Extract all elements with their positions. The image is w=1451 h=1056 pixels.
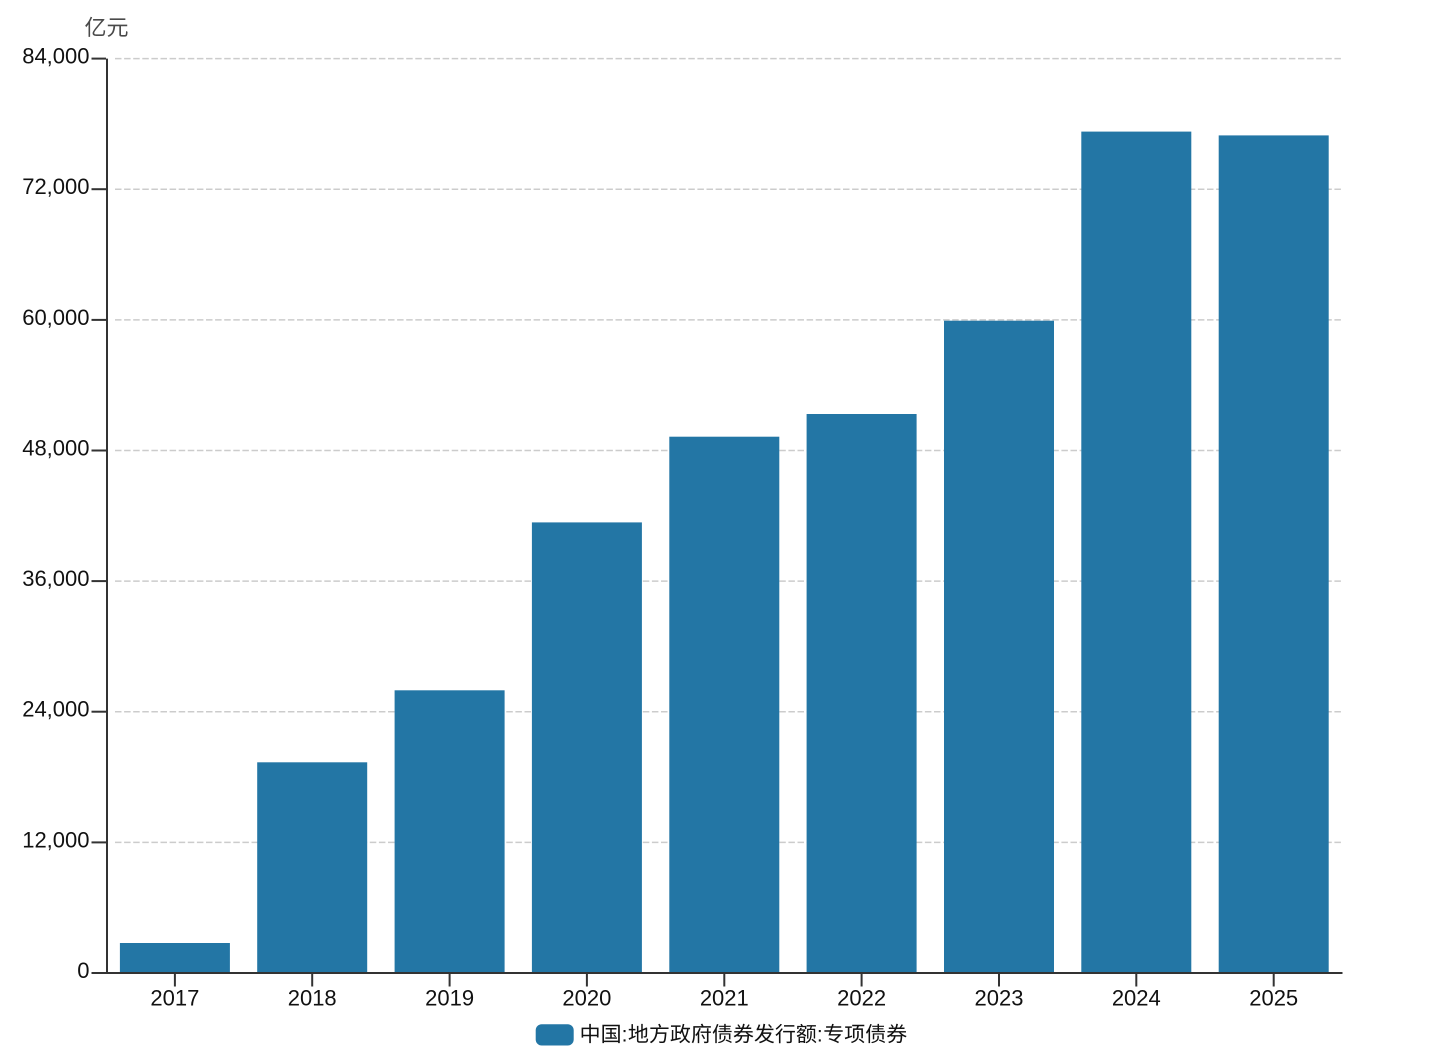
svg-text:2021: 2021	[700, 986, 749, 1011]
svg-text:84,000: 84,000	[22, 44, 89, 69]
svg-text:2018: 2018	[288, 986, 337, 1011]
svg-text:2019: 2019	[425, 986, 474, 1011]
svg-text::: :	[817, 1024, 823, 1047]
svg-text:2017: 2017	[150, 986, 199, 1011]
svg-text:2020: 2020	[562, 986, 611, 1011]
svg-text:24,000: 24,000	[22, 697, 89, 722]
svg-text::: :	[622, 1024, 628, 1047]
svg-text:0: 0	[77, 958, 89, 983]
svg-text:48,000: 48,000	[22, 436, 89, 461]
svg-text:36,000: 36,000	[22, 566, 89, 591]
svg-text:12,000: 12,000	[22, 827, 89, 852]
svg-text:72,000: 72,000	[22, 174, 89, 199]
svg-text:2022: 2022	[837, 986, 886, 1011]
svg-text:60,000: 60,000	[22, 305, 89, 330]
svg-text:2024: 2024	[1112, 986, 1161, 1011]
svg-text:2023: 2023	[975, 986, 1024, 1011]
svg-text:2025: 2025	[1249, 986, 1298, 1011]
